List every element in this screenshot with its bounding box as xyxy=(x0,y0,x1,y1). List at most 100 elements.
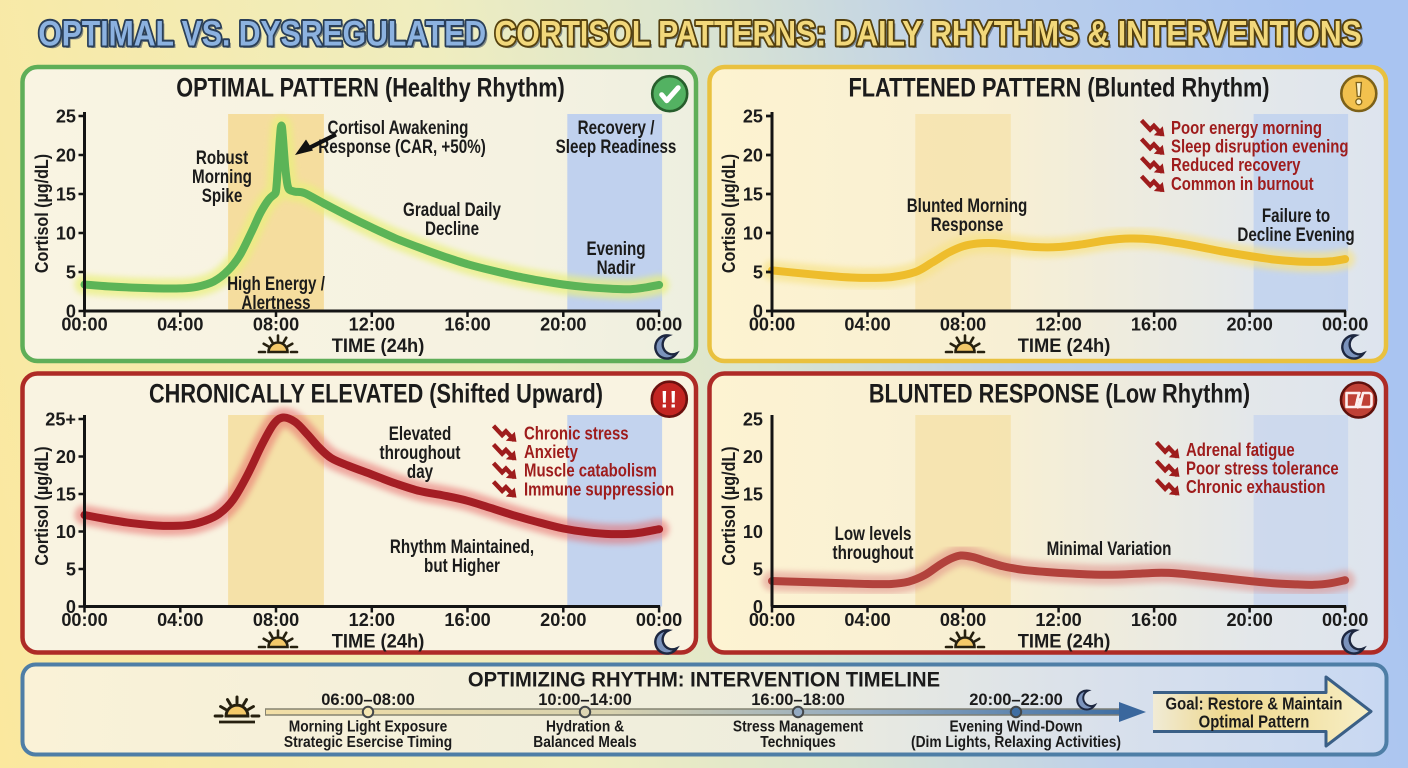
svg-text:16:00: 16:00 xyxy=(444,609,490,630)
svg-text:00:00: 00:00 xyxy=(636,609,682,630)
svg-text:00:00: 00:00 xyxy=(61,609,107,630)
svg-text:15: 15 xyxy=(56,183,76,204)
svg-text:Techniques: Techniques xyxy=(760,734,836,751)
svg-text:5: 5 xyxy=(66,261,76,282)
svg-text:08:00: 08:00 xyxy=(253,609,299,630)
svg-text:0: 0 xyxy=(753,596,763,617)
svg-text:Cortisol (µg/dL): Cortisol (µg/dL) xyxy=(718,446,739,565)
svg-text:Robust: Robust xyxy=(196,146,249,168)
svg-text:08:00: 08:00 xyxy=(253,313,299,334)
svg-text:FLATTENED PATTERN (Blunted Rhy: FLATTENED PATTERN (Blunted Rhythm) xyxy=(848,74,1269,104)
svg-text:Failure to: Failure to xyxy=(1262,204,1330,226)
svg-text:Sleep disruption evening: Sleep disruption evening xyxy=(1171,136,1349,157)
svg-text:Chronic stress: Chronic stress xyxy=(524,423,629,444)
svg-text:12:00: 12:00 xyxy=(1035,609,1081,630)
svg-text:Low levels: Low levels xyxy=(835,522,912,544)
svg-text:Decline Evening: Decline Evening xyxy=(1237,223,1354,245)
svg-text:Elevated: Elevated xyxy=(389,422,451,444)
svg-text:Cortisol (µg/dL): Cortisol (µg/dL) xyxy=(31,446,52,565)
svg-text:00:00: 00:00 xyxy=(749,313,795,334)
svg-text:15: 15 xyxy=(56,483,76,504)
svg-text:Poor energy morning: Poor energy morning xyxy=(1171,118,1322,139)
svg-text:20:00: 20:00 xyxy=(1226,609,1272,630)
svg-text:CHRONICALLY ELEVATED (Shifted: CHRONICALLY ELEVATED (Shifted Upward) xyxy=(149,380,603,410)
svg-text:Rhythm Maintained,: Rhythm Maintained, xyxy=(390,535,534,557)
svg-text:00:00: 00:00 xyxy=(749,609,795,630)
svg-text:15: 15 xyxy=(743,183,763,204)
svg-text:Cortisol (µg/dL): Cortisol (µg/dL) xyxy=(718,154,739,273)
svg-text:20:00: 20:00 xyxy=(540,609,586,630)
svg-text:Goal: Restore & Maintain: Goal: Restore & Maintain xyxy=(1166,695,1343,714)
svg-text:20:00: 20:00 xyxy=(540,313,586,334)
svg-text:25: 25 xyxy=(743,408,763,429)
svg-text:Hydration &: Hydration & xyxy=(546,719,624,736)
svg-text:Poor stress tolerance: Poor stress tolerance xyxy=(1186,458,1339,479)
svg-text:0: 0 xyxy=(66,596,76,617)
svg-text:16:00: 16:00 xyxy=(444,313,490,334)
svg-text:16:00: 16:00 xyxy=(1131,609,1177,630)
svg-text:OPTIMAL VS. DYSREGULATED CORTI: OPTIMAL VS. DYSREGULATED CORTISOL PATTER… xyxy=(41,16,1365,56)
svg-text:00:00: 00:00 xyxy=(61,313,107,334)
svg-text:Nadir: Nadir xyxy=(597,256,636,278)
svg-text:Optimal Pattern: Optimal Pattern xyxy=(1199,713,1310,732)
svg-text:TIME (24h): TIME (24h) xyxy=(1018,336,1111,358)
svg-text:Morning Light Exposure: Morning Light Exposure xyxy=(289,719,447,736)
svg-text:BLUNTED RESPONSE (Low Rhythm): BLUNTED RESPONSE (Low Rhythm) xyxy=(869,380,1250,410)
svg-text:20:00: 20:00 xyxy=(1226,313,1272,334)
svg-text:but Higher: but Higher xyxy=(424,554,500,576)
svg-text:Stress Management: Stress Management xyxy=(733,719,863,736)
svg-text:25: 25 xyxy=(56,105,76,126)
svg-text:06:00–08:00: 06:00–08:00 xyxy=(321,691,415,709)
svg-text:00:00: 00:00 xyxy=(1322,609,1368,630)
svg-text:throughout: throughout xyxy=(833,541,914,563)
svg-text:Muscle catabolism: Muscle catabolism xyxy=(524,460,657,481)
svg-text:Gradual Daily: Gradual Daily xyxy=(403,198,501,220)
svg-text:10:00–14:00: 10:00–14:00 xyxy=(538,691,632,709)
svg-text:10: 10 xyxy=(56,222,76,243)
svg-text:Sleep Readiness: Sleep Readiness xyxy=(556,135,677,157)
svg-text:5: 5 xyxy=(753,558,763,579)
svg-text:Alertness: Alertness xyxy=(241,291,310,313)
svg-text:Anxiety: Anxiety xyxy=(524,442,579,463)
svg-text:Evening Wind-Down: Evening Wind-Down xyxy=(949,719,1082,736)
svg-text:0: 0 xyxy=(66,300,76,321)
svg-text:Strategic Esercise Timing: Strategic Esercise Timing xyxy=(284,734,452,751)
svg-text:20: 20 xyxy=(743,446,763,467)
svg-text:08:00: 08:00 xyxy=(940,609,986,630)
svg-text:15: 15 xyxy=(743,483,763,504)
svg-text:04:00: 04:00 xyxy=(844,609,890,630)
svg-text:12:00: 12:00 xyxy=(349,609,395,630)
svg-text:20:00–22:00: 20:00–22:00 xyxy=(969,691,1063,709)
svg-text:10: 10 xyxy=(56,521,76,542)
svg-text:12:00: 12:00 xyxy=(1035,313,1081,334)
svg-text:20: 20 xyxy=(743,144,763,165)
svg-text:08:00: 08:00 xyxy=(940,313,986,334)
svg-text:25+: 25+ xyxy=(45,408,76,429)
svg-text:Cortisol (µg/dL): Cortisol (µg/dL) xyxy=(31,154,52,273)
svg-text:Recovery /: Recovery / xyxy=(578,116,655,138)
svg-text:throughout: throughout xyxy=(380,441,461,463)
svg-text:High Energy /: High Energy / xyxy=(227,272,325,294)
svg-text:Response (CAR, +50%): Response (CAR, +50%) xyxy=(318,135,485,157)
svg-text:04:00: 04:00 xyxy=(844,313,890,334)
svg-text:Balanced Meals: Balanced Meals xyxy=(533,734,636,751)
svg-text:Blunted Morning: Blunted Morning xyxy=(907,194,1028,216)
svg-text:0: 0 xyxy=(753,300,763,321)
svg-text:04:00: 04:00 xyxy=(157,609,203,630)
svg-text:00:00: 00:00 xyxy=(1322,313,1368,334)
svg-text:Reduced recovery: Reduced recovery xyxy=(1171,155,1301,176)
svg-text:16:00–18:00: 16:00–18:00 xyxy=(751,691,845,709)
svg-text:Morning: Morning xyxy=(192,165,252,187)
svg-text:Chronic exhaustion: Chronic exhaustion xyxy=(1186,477,1325,498)
svg-text:12:00: 12:00 xyxy=(349,313,395,334)
svg-text:OPTIMIZING RHYTHM: INTERVENTIO: OPTIMIZING RHYTHM: INTERVENTION TIMELINE xyxy=(468,668,940,692)
svg-text:5: 5 xyxy=(66,558,76,579)
svg-text:OPTIMAL PATTERN (Healthy Rhyth: OPTIMAL PATTERN (Healthy Rhythm) xyxy=(176,74,565,104)
svg-text:TIME (24h): TIME (24h) xyxy=(332,631,425,653)
svg-text:Spike: Spike xyxy=(202,184,243,206)
svg-text:20: 20 xyxy=(56,144,76,165)
svg-text:10: 10 xyxy=(743,521,763,542)
svg-text:Common in burnout: Common in burnout xyxy=(1171,173,1314,194)
svg-text:Evening: Evening xyxy=(586,237,645,259)
svg-text:00:00: 00:00 xyxy=(636,313,682,334)
